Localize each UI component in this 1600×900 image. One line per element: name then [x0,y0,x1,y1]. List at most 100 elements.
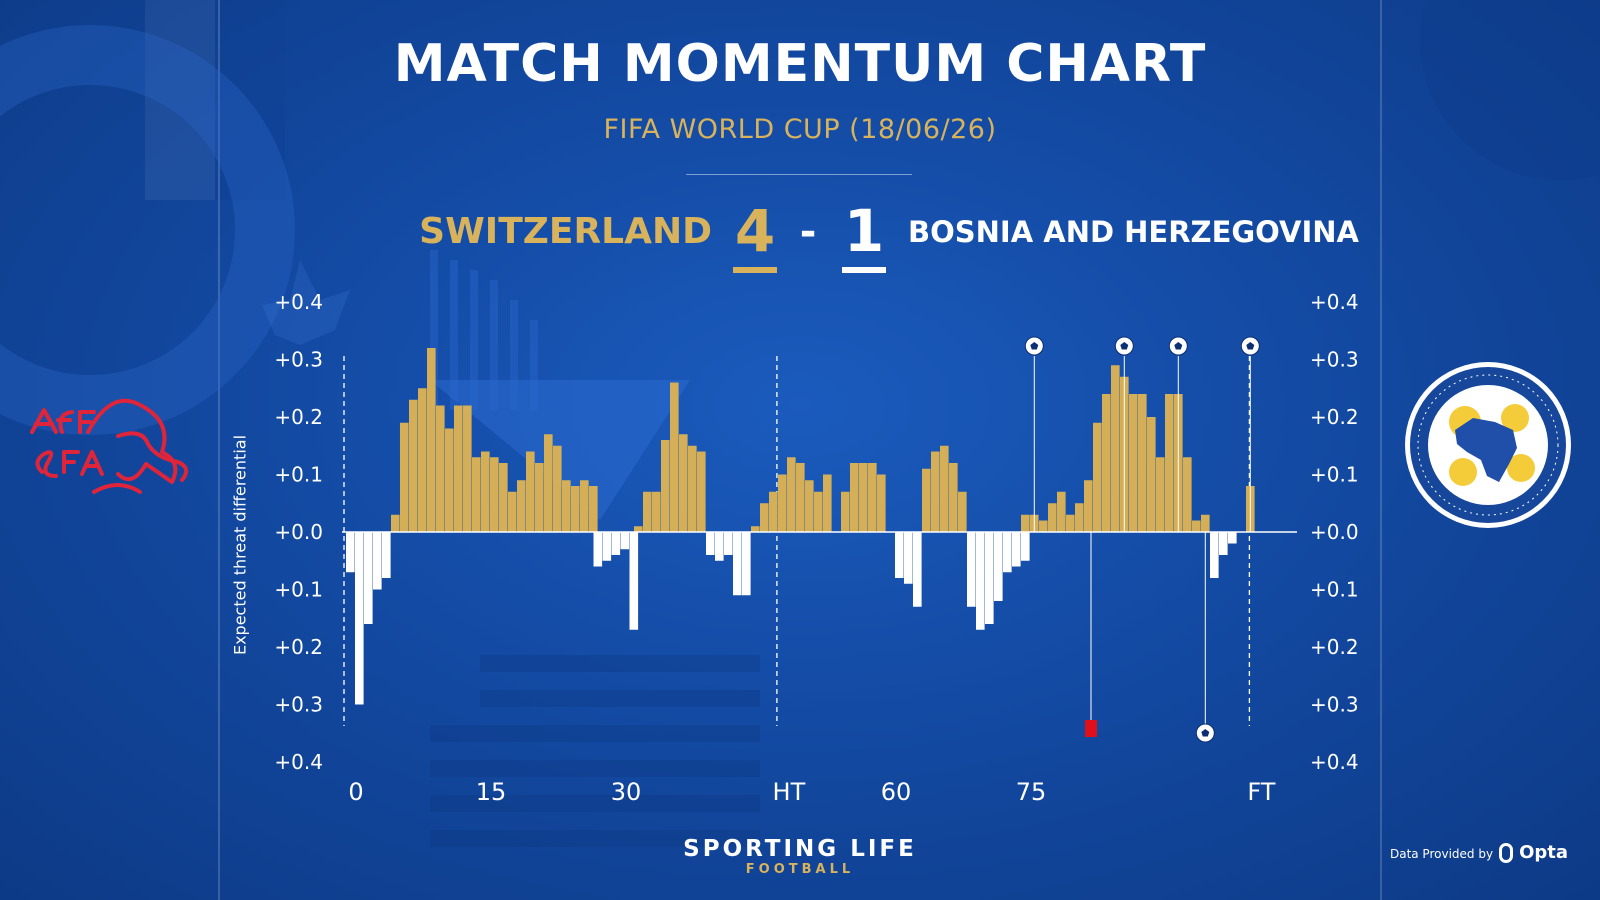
away-momentum-bar [733,532,742,596]
y-tick-label-left: +0.1 [274,463,323,487]
home-momentum-bar [922,468,931,532]
home-momentum-bar [814,491,823,532]
home-momentum-bar [436,405,445,532]
x-tick-label: 60 [881,778,912,806]
away-momentum-bar [629,532,639,630]
away-momentum-bar [895,532,904,578]
home-momentum-bar [823,474,832,532]
home-momentum-bar [517,480,526,532]
home-team-name: SWITZERLAND [419,211,712,252]
goal-icon-pentagon [1246,342,1255,350]
y-tick-label-right: +0.2 [1310,635,1359,659]
home-momentum-bar [787,457,796,532]
away-momentum-bar [994,532,1003,601]
home-momentum-bar [1129,394,1138,532]
y-tick-label-right: +0.0 [1310,520,1359,544]
away-momentum-bar [1210,532,1219,578]
away-momentum-bar [602,532,612,561]
home-momentum-bar [1138,394,1147,532]
y-tick-label-right: +0.3 [1310,348,1359,372]
sporting-life-subbrand: FOOTBALL [745,862,855,877]
away-momentum-bar [904,532,913,584]
home-momentum-bar [472,457,481,532]
home-momentum-bar [769,491,778,532]
y-tick-label-left: +0.2 [274,635,323,659]
home-momentum-bar [589,486,598,532]
goal-icon-pentagon [1174,342,1183,350]
away-momentum-bar [355,532,364,705]
home-momentum-bar [697,451,706,532]
home-momentum-bar [1201,514,1210,532]
home-momentum-bar [400,422,409,532]
home-momentum-bar [454,405,463,532]
home-momentum-bar [508,491,517,532]
home-momentum-bar [1102,394,1111,532]
home-momentum-bar [427,348,436,532]
swiss-fa-crest-icon [30,398,189,494]
y-tick-label-left: +0.3 [274,693,323,717]
home-momentum-bar [463,405,472,532]
home-momentum-bar [805,480,814,532]
y-tick-label-right: +0.2 [1310,405,1359,429]
home-momentum-bar [481,451,490,532]
x-tick-label: 0 [348,778,363,806]
home-momentum-bar [544,434,553,532]
home-momentum-bar [562,480,571,532]
home-score-underline [733,267,777,273]
home-momentum-bar [553,445,562,532]
y-tick-label-left: +0.2 [274,405,323,429]
home-momentum-bar [571,486,580,532]
home-momentum-bar [652,491,661,532]
away-momentum-bar [1228,532,1237,544]
home-momentum-bar [391,514,400,532]
home-momentum-bar [1021,514,1030,532]
home-momentum-bar [418,388,427,532]
home-momentum-bar [1156,457,1165,532]
home-momentum-bar [949,463,958,532]
home-momentum-bar [535,463,544,532]
away-momentum-bar [742,532,751,596]
data-provider: Data Provided by Opta [1390,842,1568,863]
away-momentum-bar [724,532,733,555]
away-momentum-bar [346,532,355,573]
home-momentum-bar [490,457,499,532]
page-title: MATCH MOMENTUM CHART [393,34,1207,94]
y-tick-label-left: +0.3 [274,348,323,372]
away-momentum-bar [620,532,630,550]
home-momentum-bar [1165,394,1174,532]
away-momentum-bar [1003,532,1012,573]
y-tick-label-left: +0.4 [274,750,323,774]
home-momentum-bar [796,463,805,532]
home-momentum-bar [850,463,859,532]
x-tick-label: HT [773,778,806,806]
provider-name: Opta [1519,842,1568,863]
away-momentum-bar [1021,532,1030,561]
y-tick-label-left: +0.4 [274,290,323,314]
home-momentum-bar [688,445,697,532]
home-momentum-bar [643,491,652,532]
home-momentum-bar [1075,503,1084,532]
home-momentum-bar [958,491,967,532]
home-momentum-bar [1111,365,1120,532]
home-momentum-bar [841,491,850,532]
home-momentum-bar [931,451,940,532]
away-score-underline [842,267,886,273]
home-momentum-bar [445,428,454,532]
competition-subtitle: FIFA WORLD CUP (18/06/26) [603,114,997,145]
home-momentum-bar [940,445,949,532]
away-momentum-bar [967,532,976,607]
home-momentum-bar [409,399,418,532]
x-tick-label: 30 [611,778,642,806]
y-tick-label-right: +0.1 [1310,578,1359,602]
home-momentum-bar [1183,457,1192,532]
x-tick-label: FT [1247,778,1275,806]
red-card-icon [1085,720,1097,737]
home-momentum-bar [778,474,787,532]
home-momentum-bar [859,463,868,532]
away-momentum-bar [364,532,373,624]
away-momentum-bar [1012,532,1021,567]
home-momentum-bar [1192,520,1201,532]
away-momentum-bar [976,532,985,630]
